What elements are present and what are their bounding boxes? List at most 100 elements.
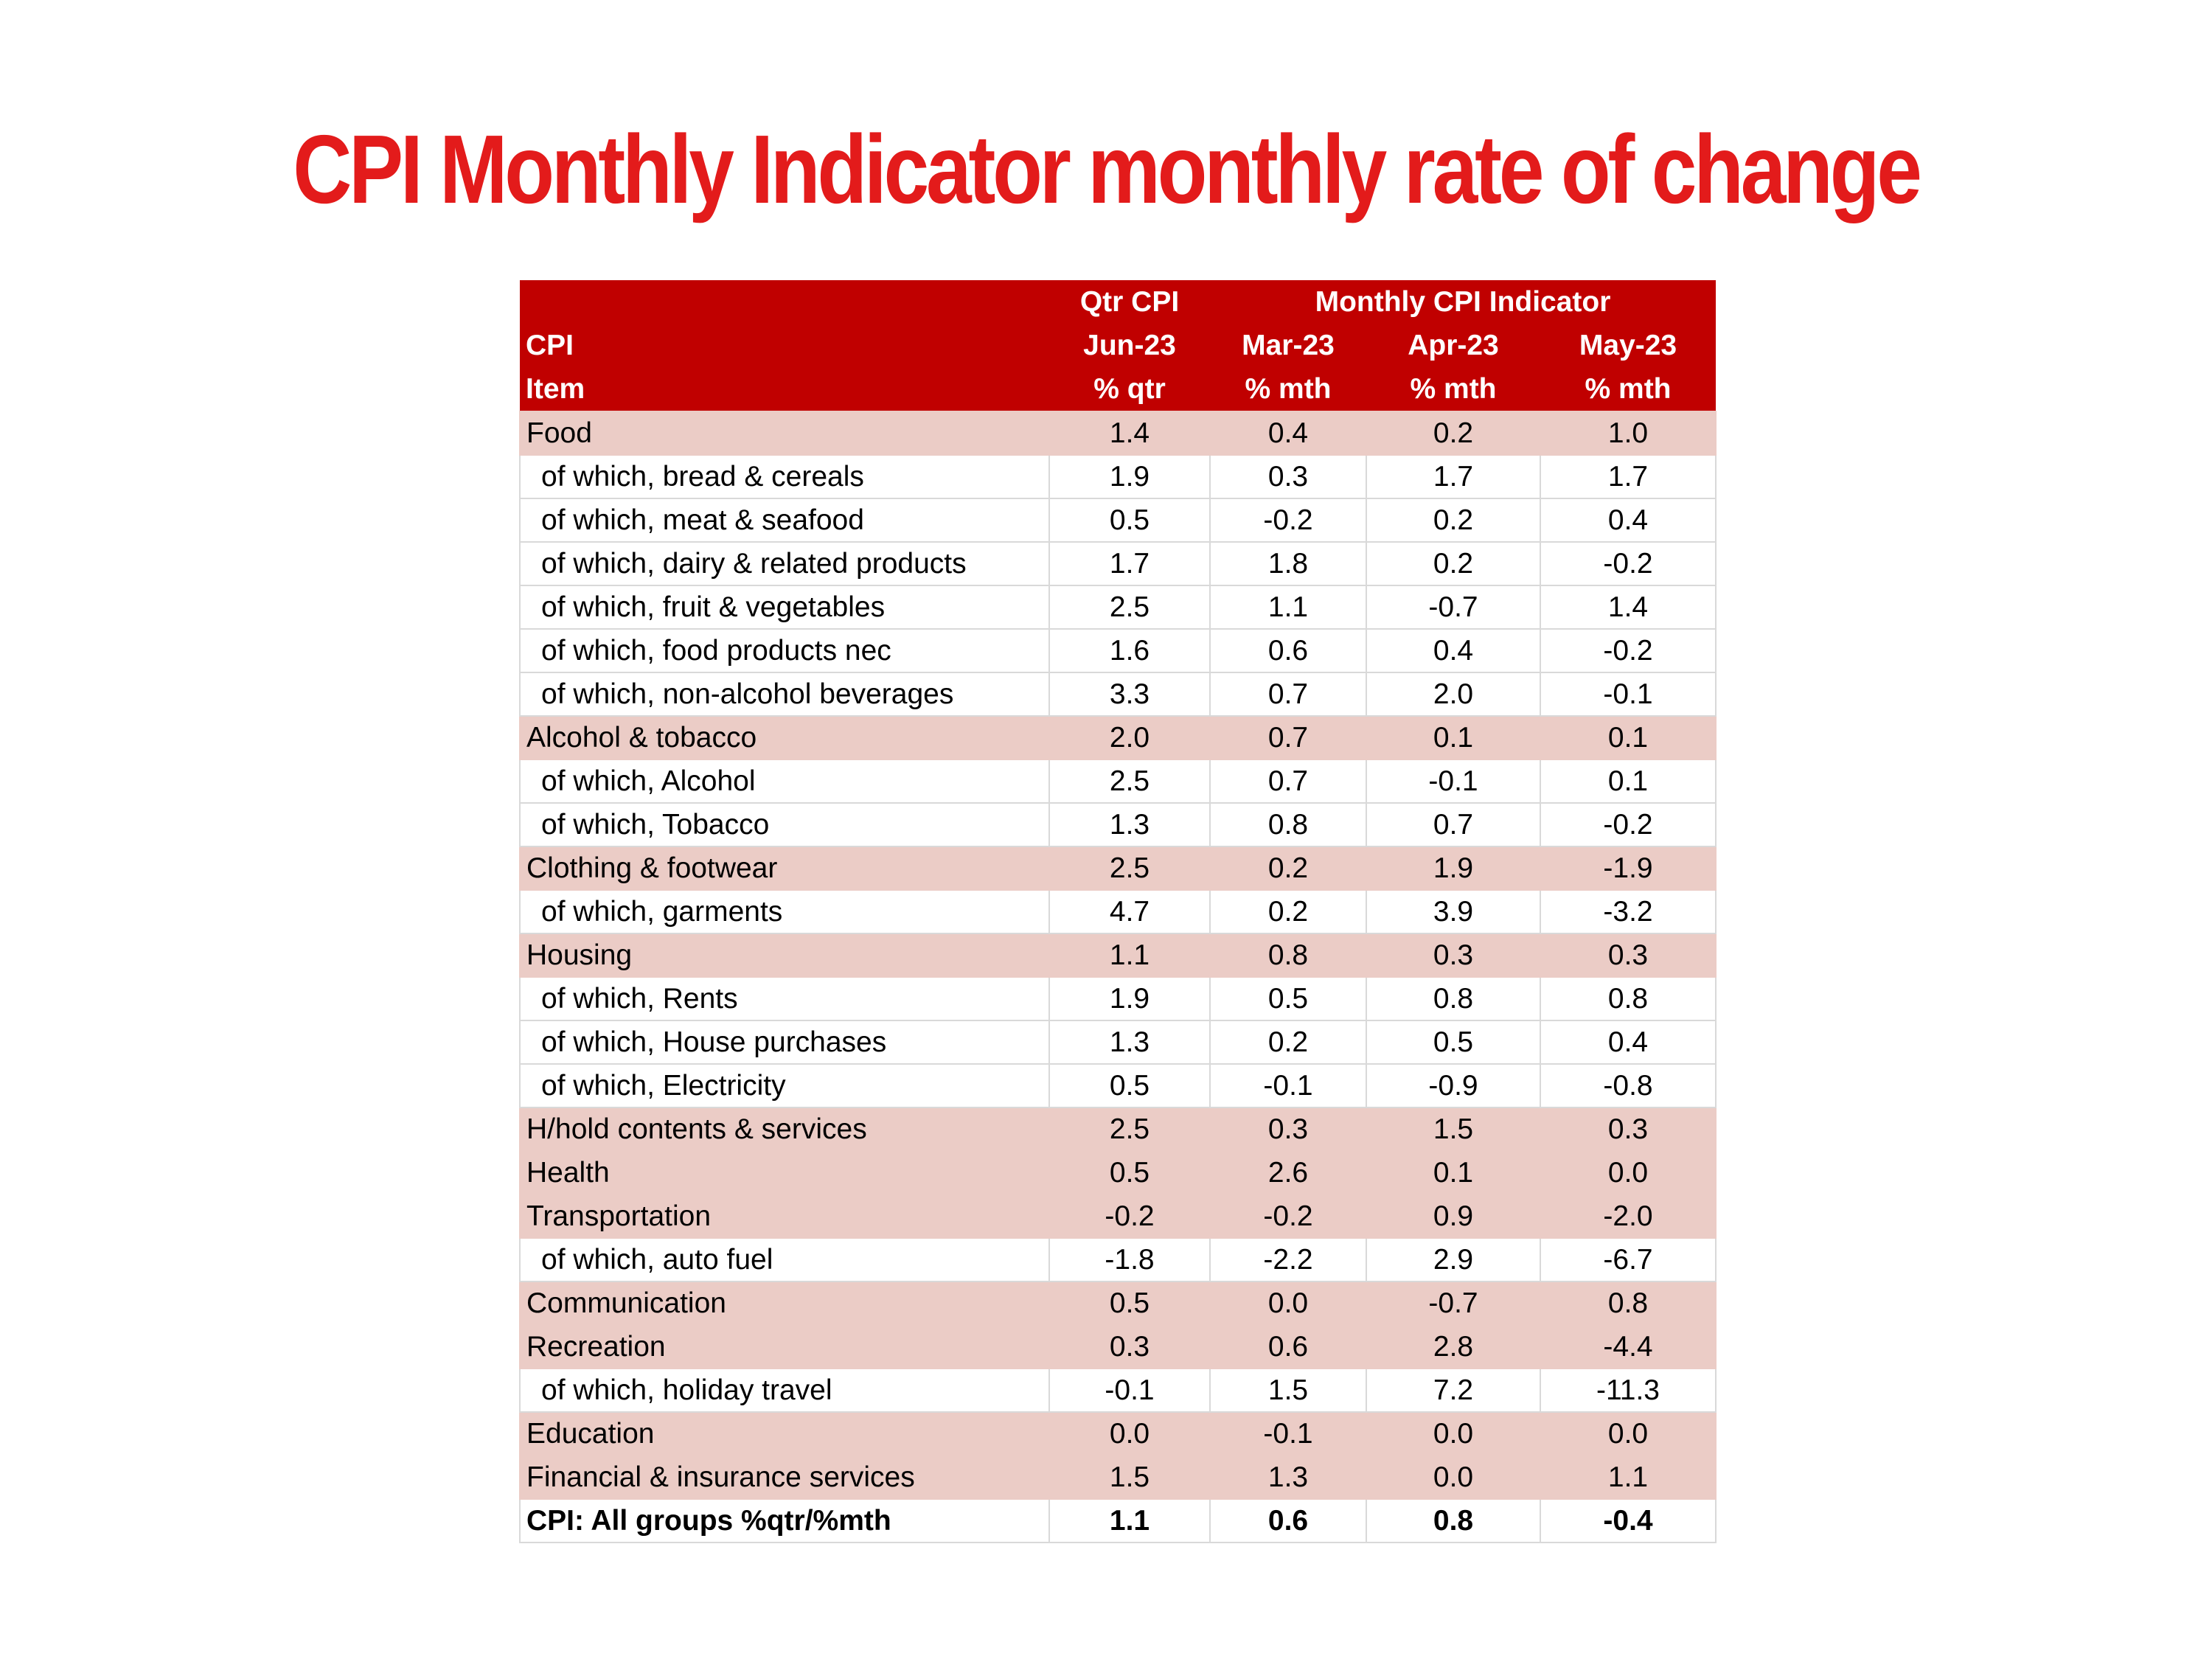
table-row: of which, Rents 1.9 0.5 0.8 0.8 bbox=[519, 976, 1717, 1021]
cell-m2: 2.9 bbox=[1366, 1237, 1541, 1282]
header-unit-m2: % mth bbox=[1366, 367, 1540, 411]
cell-m3: -0.2 bbox=[1539, 802, 1717, 847]
cell-m1: 0.6 bbox=[1209, 1324, 1367, 1369]
cell-m2: 1.5 bbox=[1366, 1107, 1541, 1152]
cell-m1: 0.3 bbox=[1209, 454, 1367, 499]
cell-m1: 0.6 bbox=[1209, 628, 1367, 673]
cell-m3: 0.0 bbox=[1539, 1150, 1717, 1195]
header-unit-m3: % mth bbox=[1540, 367, 1717, 411]
cell-m3: -0.1 bbox=[1539, 672, 1717, 717]
cell-m3: 1.4 bbox=[1539, 585, 1717, 630]
cell-qtr: 1.9 bbox=[1048, 454, 1211, 499]
cell-m3: 0.1 bbox=[1539, 759, 1717, 804]
cell-m1: 0.7 bbox=[1209, 759, 1367, 804]
table-row: Clothing & footwear 2.5 0.2 1.9 -1.9 bbox=[519, 846, 1717, 891]
cell-m2: 0.0 bbox=[1366, 1455, 1541, 1500]
table-row: Transportation -0.2 -0.2 0.9 -2.0 bbox=[519, 1194, 1717, 1239]
table-row: of which, Electricity 0.5 -0.1 -0.9 -0.8 bbox=[519, 1063, 1717, 1108]
cell-m1: -0.1 bbox=[1209, 1411, 1367, 1456]
cell-qtr: 1.7 bbox=[1048, 541, 1211, 586]
cell-m2: -0.7 bbox=[1366, 585, 1541, 630]
cell-m1: 0.5 bbox=[1209, 976, 1367, 1021]
table-row: Financial & insurance services 1.5 1.3 0… bbox=[519, 1455, 1717, 1500]
cell-m2: -0.1 bbox=[1366, 759, 1541, 804]
row-item: of which, dairy & related products bbox=[519, 541, 1050, 586]
table-row: of which, House purchases 1.3 0.2 0.5 0.… bbox=[519, 1020, 1717, 1065]
cell-m3: -6.7 bbox=[1539, 1237, 1717, 1282]
table-row: of which, fruit & vegetables 2.5 1.1 -0.… bbox=[519, 585, 1717, 630]
cell-m2: 2.0 bbox=[1366, 672, 1541, 717]
cell-m2: 0.1 bbox=[1366, 1150, 1541, 1195]
row-item: Health bbox=[519, 1150, 1050, 1195]
cell-qtr: 2.5 bbox=[1048, 759, 1211, 804]
table-body: Food 1.4 0.4 0.2 1.0 of which, bread & c… bbox=[519, 411, 1717, 1543]
table-row: of which, Alcohol 2.5 0.7 -0.1 0.1 bbox=[519, 759, 1717, 804]
cell-m2: 3.9 bbox=[1366, 889, 1541, 934]
cell-m1: 0.7 bbox=[1209, 715, 1367, 760]
cell-m2: 1.9 bbox=[1366, 846, 1541, 891]
cell-m2: 0.2 bbox=[1366, 541, 1541, 586]
cell-qtr: 0.5 bbox=[1048, 1063, 1211, 1108]
row-item: Clothing & footwear bbox=[519, 846, 1050, 891]
cell-m2: 1.7 bbox=[1366, 454, 1541, 499]
cell-m2: 0.1 bbox=[1366, 715, 1541, 760]
cell-m3: -0.8 bbox=[1539, 1063, 1717, 1108]
row-item: of which, Rents bbox=[519, 976, 1050, 1021]
total-item: CPI: All groups %qtr/%mth bbox=[519, 1498, 1050, 1543]
row-item: of which, holiday travel bbox=[519, 1368, 1050, 1413]
cell-m1: -0.2 bbox=[1209, 1194, 1367, 1239]
cell-m3: 1.7 bbox=[1539, 454, 1717, 499]
header-row-2: CPI Jun-23 Mar-23 Apr-23 May-23 bbox=[520, 324, 1717, 367]
row-item: of which, Alcohol bbox=[519, 759, 1050, 804]
row-item: of which, meat & seafood bbox=[519, 498, 1050, 543]
cell-m1: 0.2 bbox=[1209, 846, 1367, 891]
row-item: of which, food products nec bbox=[519, 628, 1050, 673]
table-header: Qtr CPI Monthly CPI Indicator CPI Jun-23… bbox=[520, 280, 1717, 411]
header-period-m3: May-23 bbox=[1540, 324, 1717, 367]
table-row: of which, meat & seafood 0.5 -0.2 0.2 0.… bbox=[519, 498, 1717, 543]
cell-m2: 7.2 bbox=[1366, 1368, 1541, 1413]
cell-m1: 1.1 bbox=[1209, 585, 1367, 630]
cell-qtr: 0.0 bbox=[1048, 1411, 1211, 1456]
cell-m1: 0.7 bbox=[1209, 672, 1367, 717]
cell-m3: 1.0 bbox=[1539, 411, 1717, 456]
header-cpi: CPI bbox=[520, 324, 1049, 367]
cell-m3: 0.1 bbox=[1539, 715, 1717, 760]
cell-m3: -1.9 bbox=[1539, 846, 1717, 891]
cell-m3: 0.3 bbox=[1539, 933, 1717, 978]
row-item: of which, non-alcohol beverages bbox=[519, 672, 1050, 717]
cell-m2: 0.2 bbox=[1366, 498, 1541, 543]
cell-m3: 0.3 bbox=[1539, 1107, 1717, 1152]
cell-m2: -0.9 bbox=[1366, 1063, 1541, 1108]
row-item: Food bbox=[519, 411, 1050, 456]
row-item: Education bbox=[519, 1411, 1050, 1456]
cell-qtr: 4.7 bbox=[1048, 889, 1211, 934]
cell-m1: 0.8 bbox=[1209, 933, 1367, 978]
cell-m3: -2.0 bbox=[1539, 1194, 1717, 1239]
cell-qtr: 2.5 bbox=[1048, 1107, 1211, 1152]
cell-m3: -4.4 bbox=[1539, 1324, 1717, 1369]
table-row: Food 1.4 0.4 0.2 1.0 bbox=[519, 411, 1717, 456]
cell-m3: -11.3 bbox=[1539, 1368, 1717, 1413]
cell-m2: 0.5 bbox=[1366, 1020, 1541, 1065]
total-qtr: 1.1 bbox=[1048, 1498, 1211, 1543]
table-row: of which, auto fuel -1.8 -2.2 2.9 -6.7 bbox=[519, 1237, 1717, 1282]
cell-qtr: 3.3 bbox=[1048, 672, 1211, 717]
cell-m1: 0.2 bbox=[1209, 1020, 1367, 1065]
table-row: Housing 1.1 0.8 0.3 0.3 bbox=[519, 933, 1717, 978]
row-item: of which, House purchases bbox=[519, 1020, 1050, 1065]
header-unit-qtr: % qtr bbox=[1049, 367, 1210, 411]
cell-m2: 0.3 bbox=[1366, 933, 1541, 978]
cell-qtr: 1.3 bbox=[1048, 1020, 1211, 1065]
header-unit-m1: % mth bbox=[1210, 367, 1366, 411]
table-row: of which, food products nec 1.6 0.6 0.4 … bbox=[519, 628, 1717, 673]
header-row-3: Item % qtr % mth % mth % mth bbox=[520, 367, 1717, 411]
table-row: Recreation 0.3 0.6 2.8 -4.4 bbox=[519, 1324, 1717, 1369]
cell-m1: 0.8 bbox=[1209, 802, 1367, 847]
header-row-1: Qtr CPI Monthly CPI Indicator bbox=[520, 280, 1717, 324]
cell-qtr: 0.3 bbox=[1048, 1324, 1211, 1369]
cell-m1: -0.2 bbox=[1209, 498, 1367, 543]
cell-m1: -0.1 bbox=[1209, 1063, 1367, 1108]
table-total-row: CPI: All groups %qtr/%mth 1.1 0.6 0.8 -0… bbox=[519, 1498, 1717, 1543]
row-item: Recreation bbox=[519, 1324, 1050, 1369]
